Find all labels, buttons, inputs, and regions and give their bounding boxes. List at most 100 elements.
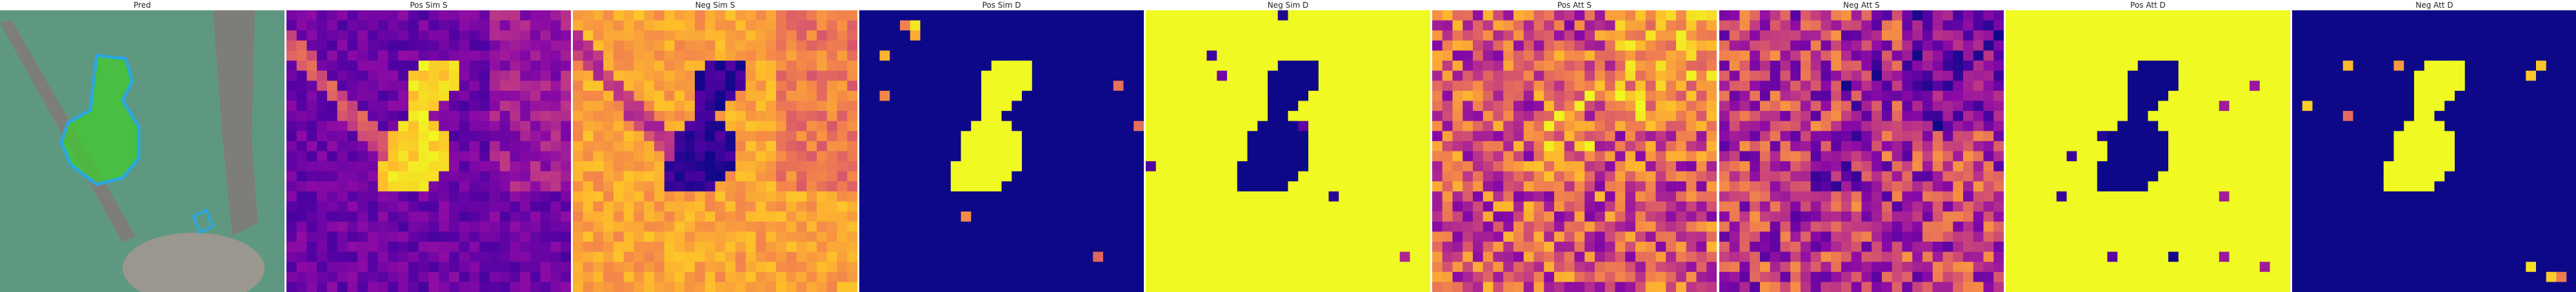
heatmap-cell xyxy=(1369,30,1380,41)
heatmap-cell xyxy=(1103,141,1114,152)
heatmap-cell xyxy=(337,181,348,192)
heatmap-cell xyxy=(1083,191,1093,202)
heatmap-cell xyxy=(1012,211,1023,222)
heatmap-cell xyxy=(796,61,807,72)
heatmap-cell xyxy=(1821,241,1832,253)
heatmap-cell xyxy=(1932,221,1944,232)
heatmap-cell xyxy=(1953,30,1964,41)
heatmap-cell xyxy=(1052,191,1063,202)
heatmap-cell xyxy=(1288,20,1299,31)
heatmap-cell xyxy=(684,30,695,41)
heatmap-cell xyxy=(1001,271,1012,282)
heatmap-cell xyxy=(1750,251,1761,262)
heatmap-cell xyxy=(1463,151,1473,162)
heatmap-cell xyxy=(715,30,726,41)
heatmap-cell xyxy=(317,50,328,61)
heatmap-cell xyxy=(1227,111,1238,122)
heatmap-cell xyxy=(786,271,797,282)
heatmap-cell xyxy=(1554,191,1565,202)
heatmap-cell xyxy=(1513,191,1524,202)
heatmap-cell xyxy=(1052,50,1063,61)
heatmap-cell xyxy=(971,282,982,292)
heatmap-cell xyxy=(1513,241,1524,253)
heatmap-cell xyxy=(991,90,1003,102)
heatmap-cell xyxy=(1032,131,1043,142)
heatmap-cell xyxy=(1369,61,1380,72)
heatmap-cell xyxy=(1963,241,1974,253)
heatmap-cell xyxy=(1983,10,1994,21)
heatmap-cell xyxy=(1318,50,1330,61)
heatmap-cell xyxy=(377,171,389,182)
heatmap-cell xyxy=(1882,10,1893,21)
heatmap-cell xyxy=(2026,40,2037,52)
heatmap-cell xyxy=(1973,171,1984,182)
heatmap-cell xyxy=(1912,30,1923,41)
heatmap-cell xyxy=(1420,241,1430,253)
heatmap-cell xyxy=(1103,50,1114,61)
heatmap-cell xyxy=(1686,262,1697,273)
heatmap-cell xyxy=(1533,251,1544,262)
heatmap-cell xyxy=(910,111,921,122)
heatmap-cell xyxy=(674,40,685,52)
heatmap-cell xyxy=(1217,141,1228,152)
heatmap-cell xyxy=(2087,70,2098,81)
heatmap-cell xyxy=(735,161,746,172)
heatmap-cell xyxy=(1227,121,1238,131)
heatmap-cell xyxy=(1063,241,1073,253)
heatmap-cell xyxy=(1093,141,1104,152)
heatmap-cell xyxy=(1196,231,1208,242)
heatmap-cell xyxy=(796,211,807,222)
heatmap-cell xyxy=(930,262,941,273)
heatmap-cell xyxy=(684,221,695,232)
heatmap-cell xyxy=(1696,191,1707,202)
heatmap-cell xyxy=(1012,282,1023,292)
heatmap-cell xyxy=(1645,271,1657,282)
heatmap-cell xyxy=(459,241,470,253)
heatmap-cell xyxy=(684,211,695,222)
heatmap-cell xyxy=(674,70,685,81)
heatmap-cell xyxy=(1257,231,1268,242)
heatmap-cell xyxy=(1463,181,1473,192)
heatmap-cell xyxy=(1872,151,1882,162)
heatmap-cell xyxy=(1645,61,1657,72)
heatmap-cell xyxy=(499,20,511,31)
heatmap-cell xyxy=(1022,10,1033,21)
heatmap-cell xyxy=(398,70,409,81)
heatmap-cell xyxy=(306,90,317,102)
heatmap-cell xyxy=(623,20,635,31)
heatmap-cell xyxy=(520,221,531,232)
heatmap-cell xyxy=(1001,191,1012,202)
heatmap-cell xyxy=(806,101,817,112)
heatmap-cell xyxy=(674,20,685,31)
heatmap-cell xyxy=(745,221,757,232)
heatmap-cell xyxy=(1780,161,1791,172)
heatmap-cell xyxy=(337,131,348,142)
heatmap-cell xyxy=(499,221,511,232)
heatmap-cell xyxy=(725,111,736,122)
heatmap-cell xyxy=(1750,101,1761,112)
heatmap-cell xyxy=(766,121,777,131)
heatmap-cell xyxy=(614,201,624,212)
heatmap-cell xyxy=(368,171,379,182)
heatmap-cell xyxy=(327,151,338,162)
heatmap-cell xyxy=(1247,201,1258,212)
heatmap-cell xyxy=(1463,171,1473,182)
heatmap-cell xyxy=(1452,231,1463,242)
heatmap-cell xyxy=(368,111,379,122)
heatmap-cell xyxy=(1729,30,1741,41)
heatmap-cell xyxy=(1001,231,1012,242)
heatmap-cell xyxy=(1719,251,1730,262)
heatmap-cell xyxy=(469,201,480,212)
heatmap-cell xyxy=(664,191,675,202)
heatmap-cell xyxy=(1872,101,1882,112)
heatmap-cell xyxy=(1912,211,1923,222)
heatmap-cell xyxy=(490,171,501,182)
heatmap-cell xyxy=(2015,90,2027,102)
heatmap-cell xyxy=(449,20,460,31)
heatmap-cell xyxy=(1123,221,1134,232)
heatmap-cell xyxy=(961,221,972,232)
heatmap-cell xyxy=(1390,40,1401,52)
heatmap-cell xyxy=(1308,201,1319,212)
heatmap-cell xyxy=(1872,131,1882,142)
heatmap-cell xyxy=(1686,251,1697,262)
